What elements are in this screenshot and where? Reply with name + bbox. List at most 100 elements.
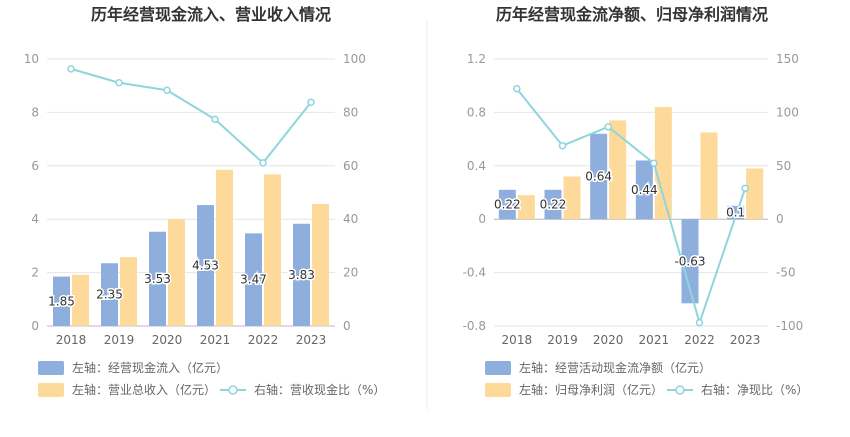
ratio-point	[604, 123, 612, 131]
series-b-bar	[563, 176, 581, 220]
x-axis-tick: 2019	[104, 333, 135, 347]
right-axis-tick: 20	[343, 266, 358, 280]
legend-label: 左轴：经营活动现金流净额（亿元）	[519, 360, 711, 375]
x-axis-tick: 2021	[200, 333, 231, 347]
left-axis-tick: -0.8	[463, 319, 486, 333]
ratio-point	[115, 79, 123, 87]
series-a-bar	[101, 263, 118, 326]
left-axis-tick: 8	[31, 105, 39, 119]
chart-title: 历年经营现金流净额、归母净利润情况	[496, 5, 768, 24]
series-b-bar	[654, 107, 672, 220]
x-axis-tick: 2018	[56, 333, 87, 347]
series-b-bar	[746, 168, 764, 220]
legend-line-marker	[228, 385, 238, 395]
legend-swatch-cash	[485, 361, 511, 375]
ratio-point	[307, 98, 315, 107]
x-axis-tick: 2023	[296, 333, 327, 347]
right-axis-tick: 100	[343, 52, 366, 66]
net-cash-flow-profit-chart: 历年经营现金流净额、归母净利润情况 -0.8 -0.4 0 0.4 0.8 1.2 -100 -…	[463, 5, 808, 397]
x-axis-tick: 2018	[502, 333, 533, 347]
series-b-bar	[517, 195, 535, 220]
x-axis-tick: 2023	[730, 333, 761, 347]
data-label: 2.35	[96, 288, 123, 302]
data-label: 4.53	[192, 259, 219, 273]
right-axis-tick: -50	[776, 266, 796, 280]
data-label: 1.85	[48, 294, 75, 308]
right-axis-tick: 0	[776, 212, 784, 226]
series-b-bar	[120, 257, 137, 326]
ratio-line	[516, 88, 747, 327]
series-b-bar	[609, 120, 627, 220]
ratio-point	[558, 141, 567, 150]
legend-swatch-revenue	[38, 383, 64, 397]
x-axis-tick: 2021	[639, 333, 670, 347]
x-axis-tick: 2020	[152, 333, 183, 347]
legend-swatch-cash	[38, 361, 64, 375]
left-axis-tick: 6	[31, 159, 39, 173]
x-axis-tick: 2022	[248, 333, 279, 347]
right-axis-tick: 50	[776, 159, 791, 173]
right-axis-tick: 150	[776, 52, 799, 66]
series-a-bar	[149, 231, 166, 326]
data-label: 0.44	[631, 183, 658, 197]
left-axis-tick: 10	[24, 52, 39, 66]
series-b-bar	[700, 132, 718, 220]
series-a-bar	[53, 276, 70, 326]
series-b-bar	[264, 174, 281, 326]
series-a-bar	[544, 189, 562, 220]
legend-label: 右轴：净现比（%）	[701, 382, 808, 397]
ratio-point	[741, 184, 749, 193]
left-axis-tick: 0.4	[467, 159, 486, 173]
right-axis-tick: 100	[776, 105, 799, 119]
legend-label: 右轴：营收现金比（%）	[254, 382, 385, 397]
series-a-bar	[293, 223, 310, 326]
left-axis-tick: 1.2	[467, 52, 486, 66]
series-a-bar	[245, 233, 262, 326]
series-a-bar	[197, 205, 214, 326]
ratio-line	[70, 67, 312, 165]
series-b-bar	[216, 169, 233, 326]
data-label: -0.63	[674, 254, 705, 268]
series-a-bar	[590, 133, 608, 220]
series-b-bar	[312, 203, 329, 326]
series-b-bar	[72, 274, 89, 326]
legend-swatch-revenue	[485, 383, 511, 397]
ratio-point	[259, 159, 267, 167]
right-axis-tick: 40	[343, 212, 358, 226]
right-axis-tick: -100	[776, 319, 803, 333]
legend-label: 左轴：经营现金流入（亿元）	[72, 360, 228, 375]
ratio-point	[513, 84, 521, 93]
x-axis-tick: 2020	[593, 333, 624, 347]
chart-title: 历年经营现金流入、营业收入情况	[91, 5, 331, 24]
ratio-point	[163, 86, 171, 94]
data-label: 0.22	[540, 198, 567, 212]
left-axis-tick: 0	[31, 319, 39, 333]
ratio-point	[67, 65, 75, 73]
data-label: 3.47	[240, 273, 267, 287]
data-label: 3.53	[144, 272, 171, 286]
data-label: 0.22	[494, 198, 521, 212]
data-label: 0.64	[585, 169, 612, 183]
series-a-bar	[635, 160, 653, 220]
series-a-bar	[498, 189, 516, 220]
legend-label: 左轴：营业总收入（亿元）	[72, 382, 216, 397]
right-axis-tick: 0	[343, 319, 351, 333]
left-axis-tick: 0	[478, 212, 486, 226]
left-axis-tick: 0.8	[467, 105, 486, 119]
legend-label: 左轴：归母净利润（亿元）	[519, 382, 663, 397]
ratio-point	[695, 318, 704, 327]
legend-line-marker	[675, 385, 685, 395]
series-b-bar	[168, 219, 185, 326]
series-a-bar	[727, 205, 745, 220]
x-axis-tick: 2022	[684, 333, 715, 347]
x-axis-tick: 2019	[547, 333, 578, 347]
ratio-point	[650, 159, 658, 167]
data-label: 0.1	[726, 206, 745, 220]
right-axis-tick: 80	[343, 105, 358, 119]
series-a-bar	[681, 219, 699, 304]
right-axis-tick: 60	[343, 159, 358, 173]
left-axis-tick: -0.4	[463, 266, 486, 280]
